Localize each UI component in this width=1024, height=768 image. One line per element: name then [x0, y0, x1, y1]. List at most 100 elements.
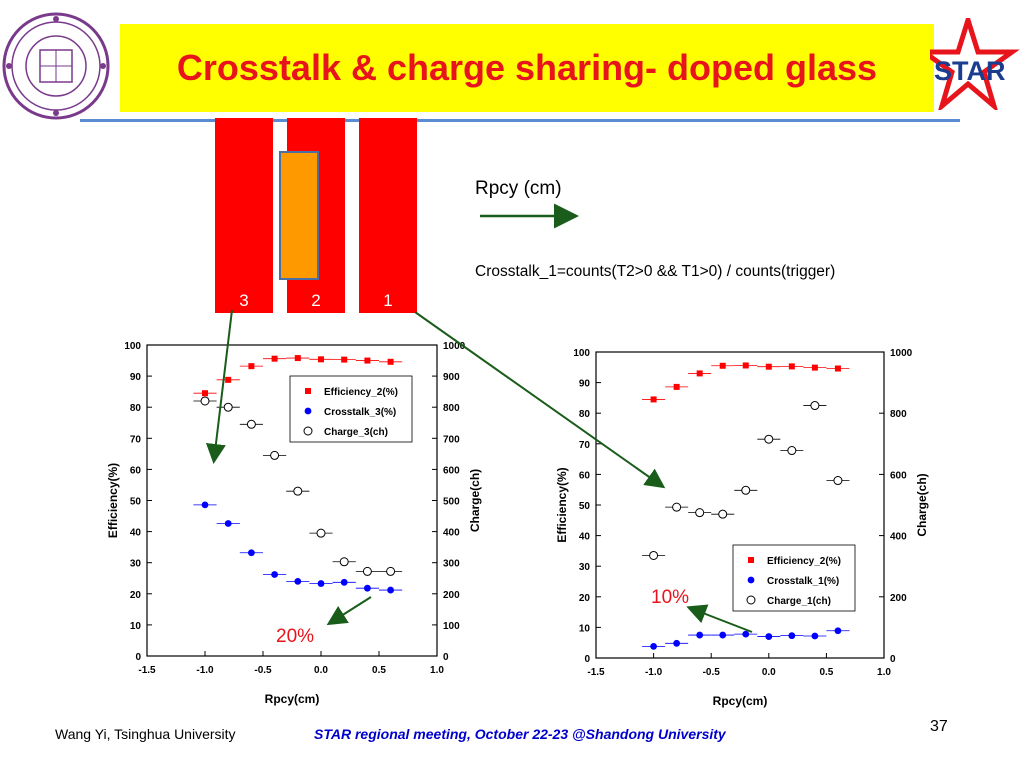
y-tick-label: 0	[135, 652, 141, 663]
y-axis-title: Efficiency(%)	[555, 467, 569, 542]
x-axis-title: Rpcy(cm)	[265, 692, 320, 706]
y2-tick-label: 0	[890, 654, 896, 665]
strip-3: 3	[215, 118, 273, 313]
y-tick-label: 50	[579, 501, 591, 512]
chart-crosstalk-3: -1.5 -1.0 -0.5 0.0 0.5 1.0 0 10 20 30 40 50 60 70 80 90…	[106, 341, 482, 706]
y-tick-label: 80	[579, 409, 591, 420]
y-tick-label: 100	[573, 348, 590, 359]
data-point	[271, 355, 278, 362]
legend-marker	[746, 595, 756, 605]
title-banner: Crosstalk & charge sharing- doped glass	[120, 24, 934, 112]
legend-marker	[303, 426, 313, 436]
y-tick-label: 20	[579, 593, 591, 604]
y2-tick-label: 100	[443, 621, 460, 632]
data-point	[833, 476, 843, 486]
footer-meeting: STAR regional meeting, October 22-23 @Sh…	[314, 726, 726, 742]
y2-tick-label: 400	[890, 532, 907, 543]
y-tick-label: 60	[130, 465, 142, 476]
y-tick-label: 80	[130, 403, 142, 414]
legend-entry: Efficiency_2(%)	[324, 387, 398, 398]
x-tick-label: -0.5	[703, 667, 721, 678]
data-point	[834, 627, 842, 635]
x-tick-label: -1.5	[587, 667, 605, 678]
data-point	[718, 509, 728, 519]
x-tick-label: 1.0	[430, 665, 444, 676]
x-tick-label: 0.0	[314, 665, 328, 676]
rpcy-direction-label: Rpcy (cm)	[475, 178, 562, 199]
data-point	[364, 584, 371, 592]
y-tick-label: 40	[579, 532, 591, 543]
y2-axis-title: Charge(ch)	[915, 473, 929, 536]
data-point	[650, 642, 657, 650]
data-point	[764, 434, 774, 444]
y2-tick-label: 200	[443, 590, 460, 601]
legend-entry: Charge_1(ch)	[767, 596, 831, 607]
data-point	[364, 357, 371, 364]
data-point	[719, 362, 726, 369]
x-tick-label: -0.5	[254, 665, 272, 676]
data-point	[270, 450, 280, 460]
x-tick-label: 0.0	[762, 667, 776, 678]
data-point	[787, 446, 797, 456]
data-point	[362, 566, 372, 576]
data-point	[649, 550, 659, 560]
data-point	[386, 566, 396, 576]
y-tick-label: 30	[130, 559, 142, 570]
data-point	[341, 356, 348, 363]
data-point	[788, 632, 796, 640]
y-tick-label: 70	[579, 440, 591, 451]
y2-tick-label: 500	[443, 497, 460, 508]
strip-1-label: 1	[383, 291, 393, 310]
slide-title: Crosstalk & charge sharing- doped glass	[176, 47, 878, 88]
pad-overlay	[279, 151, 319, 280]
crosstalk-formula: Crosstalk_1=counts(T2>0 && T1>0) / count…	[475, 263, 836, 280]
data-point	[316, 528, 326, 538]
data-point	[202, 390, 208, 397]
y2-tick-label: 200	[890, 593, 907, 604]
data-point	[765, 633, 773, 640]
data-point	[200, 396, 210, 406]
data-point	[742, 630, 750, 638]
y2-tick-label: 700	[443, 434, 460, 445]
strip-2-label: 2	[311, 291, 321, 310]
data-point	[294, 355, 301, 362]
data-point	[225, 376, 232, 383]
title-divider	[80, 119, 960, 122]
y-tick-label: 60	[579, 470, 591, 481]
x-tick-label: -1.5	[138, 665, 156, 676]
data-point	[811, 364, 818, 371]
data-point	[246, 419, 256, 429]
y-tick-label: 100	[124, 341, 141, 352]
data-point	[741, 485, 751, 495]
strip-1: 1	[359, 118, 417, 313]
y-tick-label: 0	[584, 654, 590, 665]
y2-tick-label: 300	[443, 559, 460, 570]
x-tick-label: 1.0	[877, 667, 891, 678]
data-point	[811, 632, 819, 640]
legend-marker	[305, 388, 311, 394]
y-tick-label: 50	[130, 497, 142, 508]
data-point	[201, 501, 209, 509]
data-point	[271, 571, 278, 578]
star-logo: STAR	[916, 11, 1024, 114]
data-point	[340, 578, 348, 586]
y2-tick-label: 800	[890, 409, 907, 420]
data-point	[339, 557, 349, 567]
y-tick-label: 20	[130, 590, 142, 601]
data-point	[695, 508, 705, 518]
x-tick-label: 0.5	[819, 667, 833, 678]
data-point	[387, 358, 394, 365]
data-point	[810, 401, 820, 411]
legend-entry: Crosstalk_3(%)	[324, 407, 396, 418]
data-point	[317, 580, 325, 587]
legend-marker	[304, 407, 312, 415]
data-point	[788, 363, 795, 370]
data-point	[223, 402, 233, 412]
y2-tick-label: 900	[443, 372, 460, 383]
data-point	[742, 362, 749, 369]
y2-tick-label: 800	[443, 403, 460, 414]
y-tick-label: 90	[579, 379, 591, 390]
data-point	[834, 365, 841, 372]
annotation-crosstalk-1: 10%	[651, 587, 690, 608]
data-point	[650, 396, 657, 403]
